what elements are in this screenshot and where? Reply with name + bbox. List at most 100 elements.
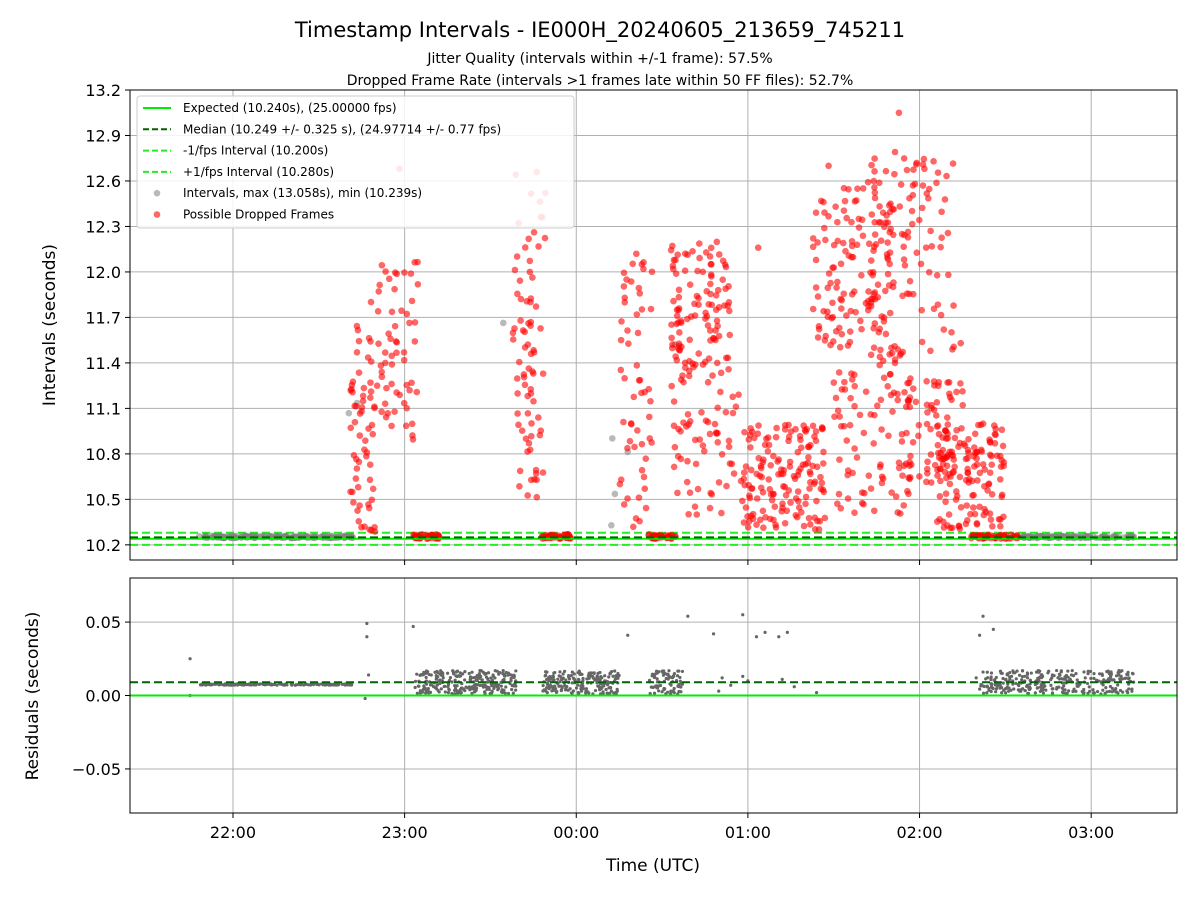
residual-point (1025, 671, 1029, 675)
legend-entry: -1/fps Interval (10.200s) (183, 144, 328, 158)
residual-point (585, 677, 590, 681)
residual-point (500, 688, 504, 692)
dropped-frame-point (648, 268, 656, 276)
dropped-frame-point (668, 321, 675, 328)
dropped-frame-point (392, 338, 400, 345)
residual-point (1026, 691, 1030, 695)
residual-point (609, 689, 613, 693)
dropped-frame-point (865, 288, 872, 295)
dropped-frame-point (537, 427, 545, 435)
dropped-frame-point (368, 526, 375, 534)
dropped-frame-point (927, 451, 935, 458)
residual-point (992, 678, 996, 682)
dropped-frame-point (686, 281, 694, 288)
dropped-frame-point (920, 155, 928, 163)
dropped-frame-point (754, 244, 762, 251)
dropped-frame-point (857, 317, 864, 325)
dropped-frame-point (707, 271, 715, 278)
dropped-frame-point (762, 513, 769, 521)
dropped-frame-point (825, 270, 833, 277)
residuals-y-tick-label: 0.05 (85, 613, 121, 632)
residual-point (486, 680, 491, 684)
residual-point (652, 691, 657, 695)
dropped-frame-point (868, 211, 876, 218)
residual-point (463, 670, 467, 674)
residuals-y-axis-label: Residuals (seconds) (23, 612, 43, 781)
dropped-frame-point (963, 502, 971, 509)
dropped-frame-point (786, 463, 794, 470)
dropped-frame-point (794, 471, 802, 479)
residual-point (654, 684, 658, 688)
residual-point (1041, 691, 1046, 695)
dropped-frame-point (675, 293, 683, 301)
dropped-frame-point (829, 299, 836, 307)
dropped-frame-point (811, 514, 819, 522)
residual-point (566, 688, 570, 692)
dropped-frame-point (406, 319, 413, 327)
residual-outlier-point (720, 676, 724, 680)
dropped-frame-point (383, 384, 390, 392)
dropped-frame-point (871, 231, 879, 238)
dropped-frame-point (775, 470, 782, 478)
dropped-frame-point (809, 422, 817, 430)
residual-point (489, 676, 493, 680)
residual-point (615, 689, 619, 693)
dropped-frame-point (981, 466, 989, 473)
dropped-frame-point (941, 427, 949, 434)
residual-outlier-point (780, 677, 784, 681)
dropped-frame-point (897, 181, 905, 188)
dropped-frame-point (998, 491, 1006, 499)
dropped-frame-point (633, 311, 641, 318)
dropped-frame-point (797, 444, 805, 451)
dropped-frame-point (838, 305, 845, 312)
residual-point (544, 673, 548, 677)
dropped-frame-point (827, 279, 834, 287)
dropped-frame-point (821, 224, 828, 232)
dropped-frame-point (807, 441, 814, 449)
dropped-frame-point (761, 441, 769, 449)
residual-point (504, 670, 508, 675)
residual-point (210, 682, 214, 687)
residual-point (510, 683, 514, 688)
dropped-frame-point (877, 396, 885, 404)
dropped-frame-point (888, 489, 895, 496)
residual-point (981, 670, 985, 674)
residual-point (1020, 669, 1025, 673)
dropped-frame-point (868, 161, 875, 169)
residual-point (1064, 673, 1069, 678)
residual-point (677, 669, 681, 673)
residual-point (611, 674, 615, 678)
residual-point (679, 681, 683, 685)
dropped-frame-point (864, 306, 872, 314)
dropped-frame-point (713, 238, 721, 246)
dropped-frame-point (691, 312, 699, 319)
residual-point (496, 688, 500, 692)
residual-point (607, 675, 611, 679)
dropped-frame-point (905, 490, 912, 498)
dropped-frame-point (977, 421, 985, 429)
residual-point (986, 676, 990, 680)
residual-point (257, 682, 261, 686)
dropped-frame-point (514, 290, 521, 298)
residual-point (1062, 688, 1066, 692)
residual-point (1038, 685, 1043, 689)
residual-point (1127, 687, 1131, 691)
dropped-frame-point (533, 476, 541, 484)
residual-point (467, 685, 472, 689)
residual-outlier-point (686, 614, 690, 618)
dropped-frame-point (645, 530, 653, 538)
dropped-frame-point (851, 402, 858, 410)
dropped-frame-point (624, 495, 631, 502)
dropped-frame-point (867, 485, 875, 492)
residual-point (1050, 687, 1054, 691)
dropped-frame-point (787, 428, 795, 435)
residual-point (1123, 676, 1127, 680)
dropped-frame-point (973, 520, 981, 528)
dropped-frame-point (884, 270, 892, 278)
dropped-frame-point (915, 432, 922, 440)
dropped-frame-point (796, 432, 804, 440)
residual-point (453, 678, 457, 682)
residual-point (1063, 681, 1067, 685)
dropped-frame-point (722, 408, 730, 416)
residual-point (608, 672, 612, 676)
